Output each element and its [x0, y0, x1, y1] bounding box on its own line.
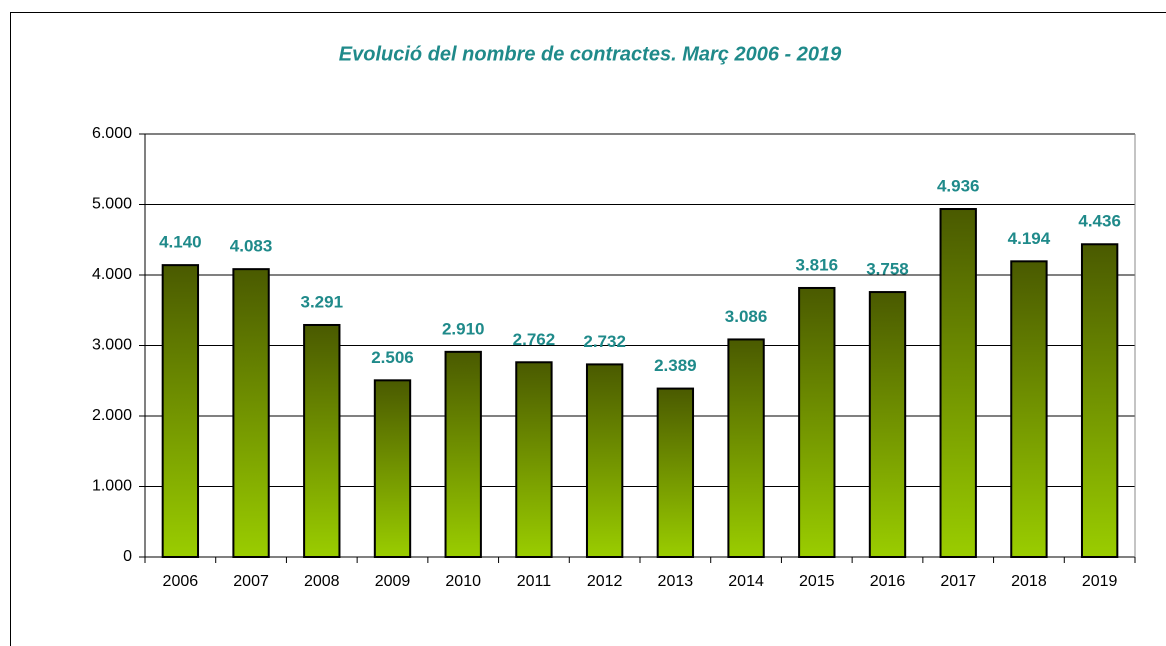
- y-tick-label: 5.000: [92, 196, 132, 213]
- x-tick-label: 2014: [728, 573, 764, 590]
- value-label: 4.083: [230, 237, 273, 256]
- x-tick-label: 2008: [304, 573, 340, 590]
- value-label: 4.436: [1078, 212, 1121, 231]
- x-tick-label: 2011: [517, 573, 552, 590]
- y-tick-label: 3.000: [92, 337, 132, 354]
- x-tick-label: 2019: [1082, 573, 1118, 590]
- value-label: 4.140: [159, 233, 202, 252]
- value-label: 4.194: [1008, 229, 1051, 248]
- value-label: 2.389: [654, 356, 697, 375]
- x-tick-label: 2017: [940, 573, 976, 590]
- x-tick-label: 2018: [1011, 573, 1047, 590]
- y-tick-label: 4.000: [92, 266, 132, 283]
- value-label: 2.506: [371, 348, 414, 367]
- y-tick-label: 2.000: [92, 407, 132, 424]
- frame: [10, 12, 1166, 646]
- y-tick-label: 6.000: [92, 125, 132, 142]
- value-label: 3.086: [725, 307, 768, 326]
- value-label: 2.732: [583, 332, 626, 351]
- x-tick-label: 2006: [163, 573, 199, 590]
- bar: [868, 291, 907, 558]
- bar: [161, 264, 200, 558]
- bar: [515, 361, 553, 558]
- bar: [585, 363, 624, 559]
- value-label: 2.910: [442, 319, 485, 338]
- bar: [656, 387, 695, 558]
- value-label: 3.291: [301, 292, 344, 311]
- bar: [1080, 243, 1119, 558]
- y-tick-label: 0: [123, 548, 132, 565]
- bar: [303, 323, 341, 558]
- bar: [232, 268, 270, 558]
- x-tick-label: 2009: [375, 573, 411, 590]
- value-label: 4.936: [937, 176, 980, 195]
- bar: [373, 379, 412, 558]
- value-label: 3.758: [866, 260, 909, 279]
- value-label: 3.816: [796, 255, 839, 274]
- x-tick-label: 2010: [445, 573, 481, 590]
- bar: [1010, 260, 1048, 558]
- x-tick-label: 2016: [870, 573, 906, 590]
- x-tick-label: 2013: [658, 573, 694, 590]
- bar: [727, 338, 765, 559]
- y-tick-label: 1.000: [92, 478, 132, 495]
- x-tick-label: 2012: [587, 573, 623, 590]
- bar: [939, 208, 977, 558]
- x-tick-label: 2007: [233, 573, 269, 590]
- value-label: 2.762: [513, 330, 556, 349]
- chart-title: Evolució del nombre de contractes. Març …: [339, 43, 842, 65]
- bar: [444, 350, 482, 558]
- x-tick-label: 2015: [799, 573, 835, 590]
- bar: [798, 286, 836, 558]
